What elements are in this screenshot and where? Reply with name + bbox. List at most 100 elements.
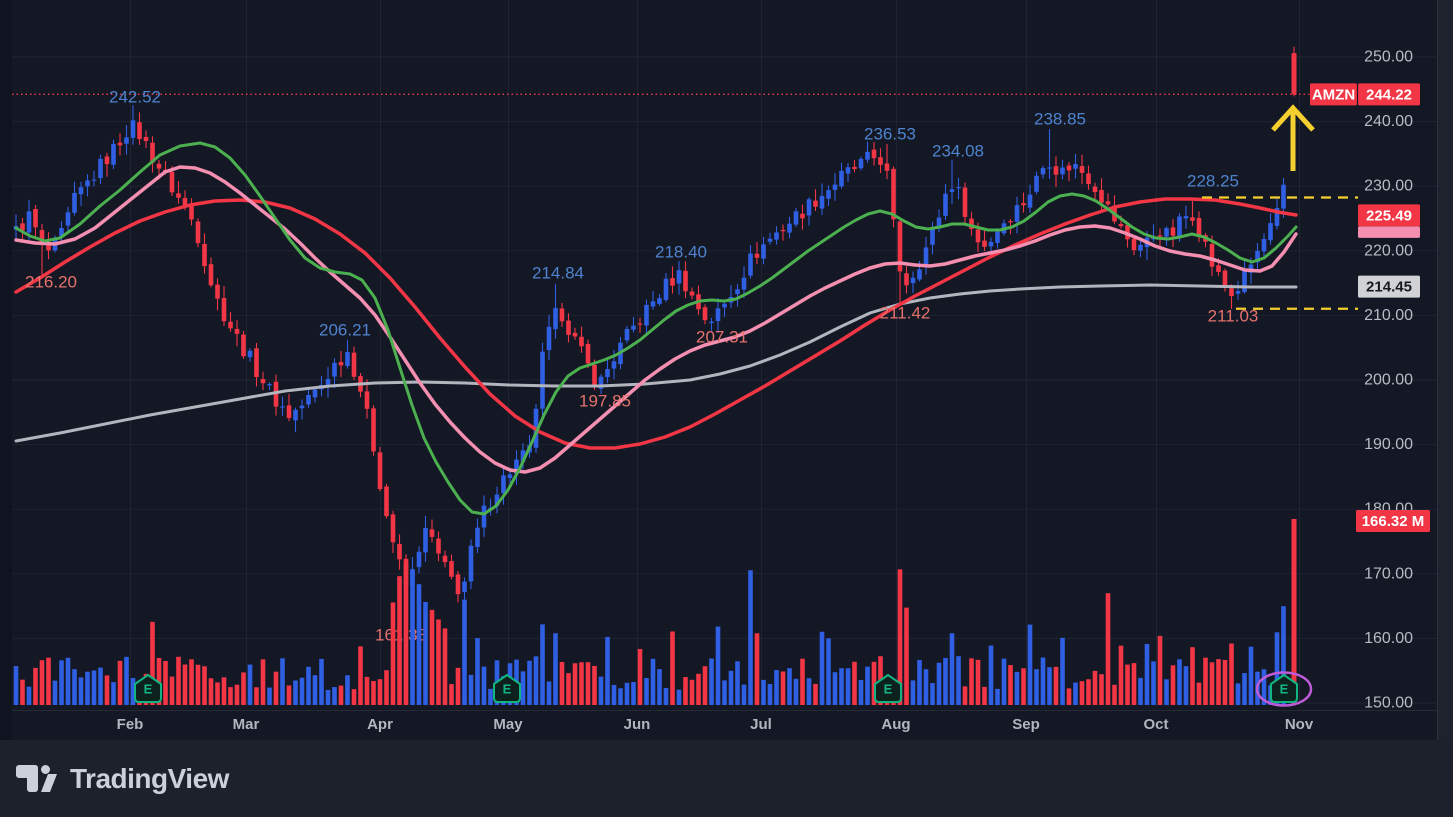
candle — [1105, 193, 1111, 207]
earnings-shield-icon — [874, 674, 902, 703]
volume-bar — [845, 668, 851, 705]
candle — [819, 183, 825, 216]
price-scale[interactable] — [1340, 0, 1440, 710]
svg-text:214.45: 214.45 — [1366, 279, 1412, 296]
volume-bar — [1053, 666, 1059, 705]
footer-bar: TradingView — [0, 740, 1453, 817]
month-label: Nov — [1285, 716, 1314, 733]
volume-bar — [735, 661, 740, 705]
candle — [1268, 213, 1273, 245]
ma-slow-line — [14, 197, 1298, 450]
candle — [806, 197, 812, 226]
volume-bar — [1047, 667, 1052, 705]
volume-bar — [1242, 673, 1247, 705]
volume-bar — [988, 645, 994, 705]
earnings-shield-icon — [1270, 674, 1298, 703]
volume-bar — [1157, 635, 1163, 705]
svg-text:225.49: 225.49 — [1366, 207, 1412, 224]
volume-bar — [1183, 666, 1189, 705]
candle — [1255, 243, 1260, 269]
month-label: Feb — [117, 716, 144, 733]
candle — [1229, 284, 1234, 309]
tradingview-logo-icon — [16, 765, 57, 792]
earnings-marker[interactable]: E — [1255, 671, 1313, 707]
candle — [150, 136, 155, 173]
volume-bar — [228, 687, 233, 705]
candle — [1034, 171, 1039, 195]
chart-svg[interactable]: 161.38242.52216.20206.21214.84218.40197.… — [0, 0, 1453, 740]
volume-bar — [696, 673, 701, 705]
candle — [111, 139, 116, 170]
candle — [962, 182, 968, 226]
candle — [683, 261, 688, 299]
candle — [46, 232, 51, 260]
candle — [1040, 165, 1046, 179]
svg-text:166.32 M: 166.32 M — [1362, 513, 1425, 530]
earnings-marker[interactable]: E — [493, 674, 521, 703]
swing-high-label: 214.84 — [532, 263, 584, 282]
volume-bar — [1021, 668, 1026, 705]
candle — [891, 166, 896, 228]
candle — [1281, 178, 1286, 218]
volume-bar — [163, 660, 168, 705]
volume-bar — [436, 619, 441, 705]
volume-bar — [1281, 606, 1286, 705]
candle — [221, 286, 227, 326]
chart-canvas[interactable]: 161.38242.52216.20206.21214.84218.40197.… — [0, 0, 1453, 740]
volume-bar — [345, 675, 350, 705]
volume-bar — [1196, 682, 1202, 705]
month-label: Oct — [1143, 716, 1168, 733]
candle — [514, 450, 519, 485]
candle — [598, 374, 604, 394]
earnings-marker[interactable]: E — [874, 674, 902, 703]
candle — [923, 236, 929, 275]
candle — [988, 237, 994, 252]
candle — [793, 207, 799, 227]
candle — [195, 218, 201, 248]
candle — [312, 387, 318, 403]
volume-bar — [59, 660, 64, 705]
volume-bar — [65, 657, 71, 705]
candle — [741, 266, 747, 299]
volume-bar — [1248, 646, 1254, 705]
candle — [176, 181, 181, 204]
month-label: Aug — [881, 716, 910, 733]
volume-value-badge: 166.32 M — [1356, 510, 1430, 532]
volume-bar — [1014, 671, 1020, 705]
up-arrow-annotation[interactable] — [1271, 104, 1315, 171]
ma-medium-line — [14, 165, 1298, 474]
volume-bar — [117, 660, 123, 705]
volume-bar — [982, 686, 987, 705]
candle — [748, 245, 753, 279]
candle — [364, 379, 370, 419]
volume-bar — [273, 671, 279, 705]
candle — [871, 142, 877, 166]
candle — [20, 217, 25, 242]
candle — [884, 144, 890, 180]
candle — [124, 125, 129, 155]
tradingview-logo[interactable]: TradingView — [16, 763, 229, 795]
volume-bar — [540, 624, 545, 705]
volume-bar — [247, 664, 253, 705]
volume-bar — [189, 659, 194, 705]
volume-bar — [904, 607, 909, 705]
swing-high-label: 238.85 — [1034, 109, 1086, 128]
candle — [722, 300, 727, 317]
volume-bar — [1216, 659, 1221, 705]
candle — [293, 407, 298, 433]
swing-low-label: 197.85 — [579, 391, 631, 410]
swing-high-label: 206.21 — [319, 320, 371, 339]
time-scale[interactable] — [12, 711, 1437, 741]
volume-bar — [46, 657, 51, 705]
candle — [1183, 205, 1189, 229]
volume-bar — [800, 658, 805, 705]
candle — [689, 287, 695, 300]
candle — [416, 546, 422, 574]
earnings-marker[interactable]: E — [134, 674, 162, 703]
candle — [429, 519, 435, 543]
candle — [65, 206, 71, 231]
candle — [325, 367, 331, 398]
candle — [780, 224, 786, 241]
